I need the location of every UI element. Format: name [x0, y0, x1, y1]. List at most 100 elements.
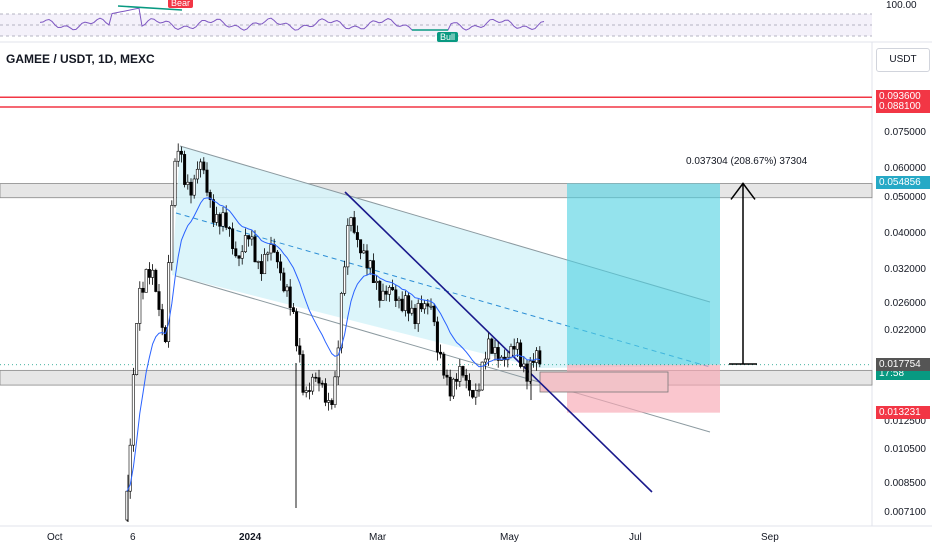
candle-59	[314, 372, 318, 382]
candle-93	[423, 300, 427, 314]
candle-2	[131, 367, 135, 452]
candle-29	[218, 212, 222, 235]
candle-30	[221, 206, 225, 232]
candle-81	[384, 285, 388, 302]
candle-66	[336, 340, 340, 385]
x-tick-label: Jul	[629, 532, 642, 543]
bull-tag: Bull	[437, 32, 459, 42]
candle-107	[467, 373, 471, 397]
candle-97	[435, 316, 439, 361]
candle-68	[343, 260, 347, 296]
candle-47	[275, 249, 279, 269]
candle-39	[250, 229, 254, 246]
candle-94	[426, 299, 430, 315]
measure-arrow-head	[730, 182, 756, 200]
price-badge-5: 0.017754	[876, 358, 930, 372]
y-tick-label: 0.040000	[884, 228, 926, 240]
candle-99	[442, 351, 446, 379]
candle-44	[266, 251, 270, 262]
support-box-overlap	[539, 371, 669, 393]
candle-91	[416, 299, 420, 332]
candle-50	[285, 284, 289, 297]
candle-85	[397, 296, 401, 309]
candle-48	[279, 254, 283, 281]
candle-11	[160, 303, 164, 336]
candle-15	[173, 158, 177, 208]
rsi-scale-label: 100.00	[886, 0, 917, 11]
y-tick-label: 0.012500	[884, 415, 926, 427]
candle-57	[307, 382, 311, 400]
x-tick-label: May	[500, 532, 519, 543]
candle-84	[394, 284, 398, 308]
candle-106	[464, 368, 468, 389]
candle-101	[448, 369, 452, 402]
candle-41	[256, 260, 260, 270]
y-tick-label: 0.026000	[884, 297, 926, 309]
x-tick-label: Oct	[47, 532, 63, 543]
candle-24	[202, 157, 206, 175]
candle-96	[432, 303, 436, 327]
candle-9	[154, 268, 158, 293]
candle-124	[522, 356, 526, 373]
candle-51	[288, 279, 292, 316]
candle-55	[301, 350, 305, 396]
unit-selector[interactable]: USDT	[876, 48, 930, 72]
candle-95	[429, 298, 433, 310]
candle-115	[493, 339, 497, 361]
candle-86	[400, 291, 404, 313]
candle-16	[176, 143, 180, 167]
candle-70	[349, 216, 353, 232]
y-tick-label: 0.022000	[884, 324, 926, 336]
candle-83	[391, 279, 395, 291]
candle-20	[189, 178, 193, 204]
price-badge-6: 0.013231	[876, 405, 930, 419]
candle-6	[144, 268, 148, 293]
candle-14	[170, 200, 174, 271]
candle-19	[186, 174, 190, 190]
candle-73	[359, 239, 363, 260]
candle-4	[138, 281, 142, 331]
candle-40	[253, 230, 257, 263]
candle-90	[413, 304, 417, 330]
candle-27	[211, 194, 215, 228]
candle-62	[323, 378, 327, 407]
rsi-band	[0, 14, 872, 36]
candle-114	[490, 337, 494, 354]
candle-36	[240, 245, 244, 265]
candle-52	[291, 302, 295, 314]
candle-34	[234, 241, 238, 258]
moving-average-line	[126, 197, 540, 492]
y-tick-label: 0.032000	[884, 264, 926, 276]
candle-10	[157, 284, 161, 317]
candle-125	[525, 359, 529, 390]
candle-76	[368, 259, 372, 275]
y-tick-label: 0.075000	[884, 127, 926, 138]
candle-43	[263, 248, 267, 275]
candle-38	[247, 235, 251, 247]
price-badge-0: 0.093600	[876, 90, 930, 104]
candle-102	[451, 377, 455, 400]
candle-88	[407, 292, 411, 322]
symbol-title: GAMEE / USDT, 1D, MEXC	[6, 52, 155, 66]
candle-63	[327, 392, 331, 411]
candle-87	[403, 290, 407, 317]
candle-116	[496, 341, 500, 368]
candle-108	[471, 389, 475, 399]
candle-56	[304, 386, 308, 398]
candle-123	[519, 339, 523, 369]
candle-100	[445, 369, 449, 386]
candle-92	[419, 295, 423, 312]
candle-60	[317, 369, 321, 392]
candle-121	[512, 338, 516, 356]
candle-33	[231, 222, 235, 255]
x-tick-label: Mar	[369, 532, 387, 543]
candle-21	[192, 174, 196, 199]
candle-109	[474, 383, 478, 405]
candle-32	[227, 226, 231, 237]
candle-65	[333, 371, 337, 408]
rsi-line	[39, 7, 545, 31]
candle-25	[205, 162, 209, 197]
candle-69	[346, 218, 350, 275]
candle-79	[378, 279, 382, 308]
